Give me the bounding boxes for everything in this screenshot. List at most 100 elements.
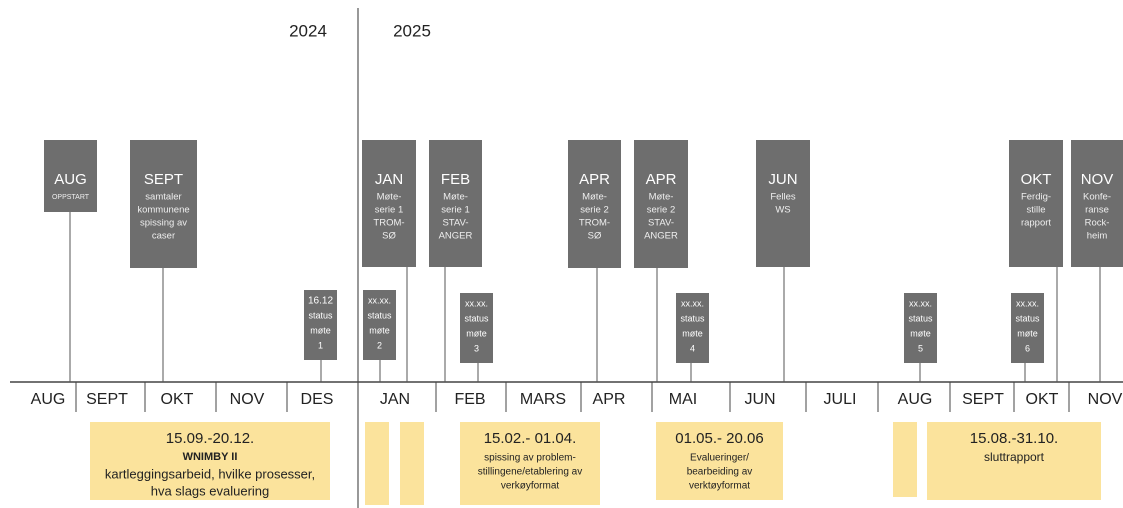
milestone-text: SØ <box>382 231 396 242</box>
milestone-text: STAV- <box>648 218 674 229</box>
milestone-text: serie 2 <box>580 205 609 216</box>
month-label: JUN <box>744 391 775 408</box>
status-text: status <box>464 313 489 323</box>
status-box <box>1011 293 1044 363</box>
milestone-text: WS <box>775 205 790 216</box>
period-text: kartleggingsarbeid, hvilke prosesser, <box>105 466 315 481</box>
month-label: SEPT <box>962 391 1004 408</box>
milestone-text: ANGER <box>439 231 473 242</box>
status-box <box>460 293 493 363</box>
milestone-title: OKT <box>1021 171 1052 188</box>
period-text: verktøyformat <box>689 481 750 492</box>
status-text: status <box>680 313 705 323</box>
month-label: NOV <box>1088 391 1123 408</box>
milestone-box <box>634 140 688 268</box>
status-text: status <box>1015 313 1040 323</box>
status-text: 1 <box>318 340 323 350</box>
period-dates: 01.05.- 20.06 <box>675 430 763 447</box>
status-text: 6 <box>1025 343 1030 353</box>
year-label: 2024 <box>289 21 327 40</box>
period-text: spissing av problem- <box>484 453 576 464</box>
milestone-text: TROM- <box>373 218 404 229</box>
status-text: xx.xx. <box>1016 298 1039 308</box>
milestone-text: Felles <box>770 192 796 203</box>
month-label: NOV <box>230 391 265 408</box>
period-box <box>656 422 783 500</box>
milestone-text: stille <box>1026 205 1045 216</box>
year-label: 2025 <box>393 21 431 40</box>
milestone-box <box>362 140 416 267</box>
milestone-text: kommunene <box>137 205 189 216</box>
period-dates: 15.09.-20.12. <box>166 430 254 447</box>
milestone-title: APR <box>579 171 610 188</box>
milestone-text: rapport <box>1021 218 1051 229</box>
milestone-text: heim <box>1087 231 1108 242</box>
milestone-box <box>130 140 197 268</box>
month-label: SEPT <box>86 391 128 408</box>
status-text: xx.xx. <box>368 295 391 305</box>
milestone-title: FEB <box>441 171 470 188</box>
month-label: DES <box>301 391 334 408</box>
milestone-box <box>1071 140 1123 267</box>
milestone-title: APR <box>646 171 677 188</box>
status-text: møte <box>910 328 931 338</box>
status-text: 2 <box>377 340 382 350</box>
month-label: JULI <box>824 391 857 408</box>
milestone-text: serie 2 <box>647 205 676 216</box>
month-label: APR <box>593 391 626 408</box>
milestone-text: Ferdig- <box>1021 192 1051 203</box>
period-box <box>90 422 330 500</box>
milestone-title: JUN <box>768 171 797 188</box>
month-label: JAN <box>380 391 410 408</box>
status-text: xx.xx. <box>681 298 704 308</box>
milestone-text: samtaler <box>145 192 181 203</box>
milestone-text: OPPSTART <box>52 194 90 201</box>
status-text: møte <box>466 328 487 338</box>
milestone-text: SØ <box>588 231 602 242</box>
status-box <box>676 293 709 363</box>
period-dates: 15.02.- 01.04. <box>484 430 577 447</box>
status-text: 4 <box>690 343 695 353</box>
month-label: AUG <box>31 391 66 408</box>
status-text: 16.12 <box>308 296 333 307</box>
status-text: xx.xx. <box>465 298 488 308</box>
milestone-text: spissing av <box>140 218 187 229</box>
period-name: WNIMBY II <box>183 451 238 463</box>
period-box <box>460 422 600 505</box>
period-dates: 15.08.-31.10. <box>970 430 1058 447</box>
period-text: Evalueringer/ <box>690 453 749 464</box>
status-text: møte <box>682 328 703 338</box>
milestone-title: JAN <box>375 171 403 188</box>
month-label: FEB <box>454 391 485 408</box>
month-label: MAI <box>669 391 697 408</box>
period-block <box>893 422 917 497</box>
milestone-text: serie 1 <box>441 205 470 216</box>
period-text: sluttrapport <box>984 450 1045 464</box>
milestone-text: Møte- <box>443 192 468 203</box>
milestone-text: Rock- <box>1085 218 1110 229</box>
milestone-title: AUG <box>54 171 87 188</box>
month-label: OKT <box>161 391 194 408</box>
period-block <box>400 422 424 505</box>
milestone-title: SEPT <box>144 171 183 188</box>
status-text: status <box>908 313 933 323</box>
status-text: møte <box>1017 328 1038 338</box>
month-label: MARS <box>520 391 566 408</box>
milestone-box <box>429 140 482 267</box>
milestone-text: serie 1 <box>375 205 404 216</box>
status-text: 3 <box>474 343 479 353</box>
milestone-title: NOV <box>1081 171 1114 188</box>
month-label: OKT <box>1026 391 1059 408</box>
period-block <box>365 422 389 505</box>
month-label: AUG <box>898 391 933 408</box>
milestone-text: STAV- <box>442 218 468 229</box>
milestone-box <box>568 140 621 268</box>
period-text: stillingene/etablering av <box>478 467 583 478</box>
status-box <box>904 293 937 363</box>
status-text: 5 <box>918 343 923 353</box>
milestone-box <box>1009 140 1063 267</box>
status-box <box>304 290 337 360</box>
period-text: hva slags evaluering <box>151 483 270 498</box>
milestone-box <box>756 140 810 267</box>
